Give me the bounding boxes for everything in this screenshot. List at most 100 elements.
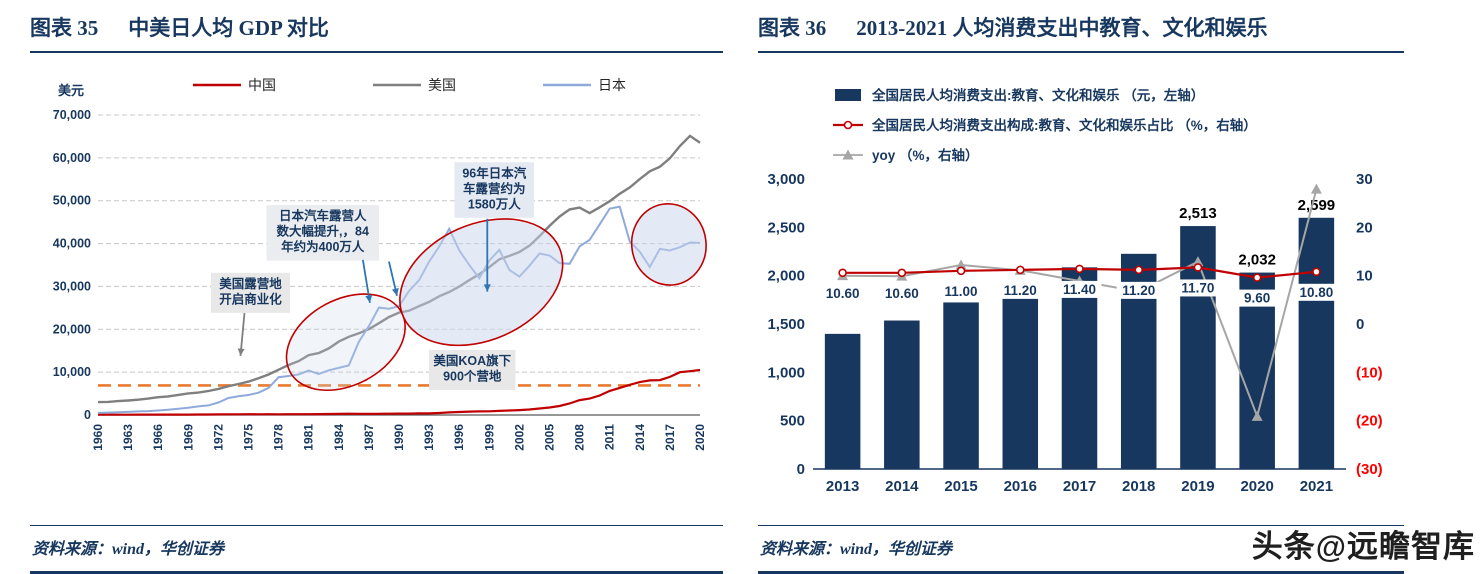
legend-label: 日本	[598, 77, 626, 93]
expenditure-bar	[943, 302, 979, 469]
annotation-text: 数大幅提升,，84	[276, 224, 369, 239]
x-axis-tick-label: 1993	[422, 424, 436, 451]
legend-bar-swatch	[835, 89, 861, 101]
yoy-triangle-marker	[1192, 256, 1204, 267]
y-axis-tick-label: 70,000	[53, 108, 91, 122]
y-axis-tick-label: 0	[84, 408, 91, 422]
x-axis-tick-label: 1963	[121, 424, 135, 451]
x-axis-tick-label: 1972	[211, 424, 225, 451]
left-axis-tick-label: 1,500	[767, 316, 805, 333]
x-axis-tick-label: 2019	[1181, 478, 1214, 495]
annotation-arrow-head	[391, 288, 399, 296]
legend-label: 全国居民人均消费支出构成:教育、文化和娱乐占比 （%，右轴）	[871, 117, 1257, 133]
ratio-circle-marker	[1015, 265, 1025, 275]
right-axis-tick-label: (10)	[1356, 364, 1383, 381]
ratio-circle-marker	[1252, 273, 1262, 282]
ratio-label-box	[1294, 283, 1339, 301]
left-axis-tick-label: 2,500	[767, 219, 805, 236]
gdp-series-line	[97, 134, 701, 404]
annotation-text: 900个营地	[443, 369, 502, 384]
ratio-circle-marker	[1075, 264, 1084, 274]
x-axis-tick-label: 2014	[633, 424, 647, 451]
figure-36-footer: 资料来源：wind，华创证券	[758, 525, 1404, 574]
right-axis-tick-label: 10	[1356, 268, 1373, 285]
bar-value-label: 2,032	[1238, 252, 1276, 269]
expenditure-bar	[1298, 217, 1335, 469]
left-axis-tick-label: 500	[780, 413, 805, 430]
x-axis-tick-label: 1999	[482, 424, 496, 451]
left-axis-tick-label: 2,000	[767, 268, 805, 285]
figure-35-title-bar: 图表 35 中美日人均 GDP 对比	[30, 12, 723, 53]
x-axis-tick-label: 2016	[1004, 478, 1037, 495]
ratio-value-label: 11.70	[1181, 280, 1214, 295]
ratio-circle-marker	[1312, 267, 1321, 277]
figure-36-panel: 图表 36 2013-2021 人均消费支出中教育、文化和娱乐 全国居民人均消费…	[758, 12, 1404, 574]
y-axis-tick-label: 10,000	[53, 365, 91, 379]
annotation-text: 1580万人	[468, 196, 521, 211]
x-axis-tick-label: 1978	[272, 424, 286, 451]
bar-value-label: 2,599	[1298, 197, 1336, 214]
figure-35-source-text: 资料来源：wind，华创证券	[32, 541, 225, 558]
expenditure-bar	[1002, 283, 1039, 469]
legend-label: 全国居民人均消费支出:教育、文化和娱乐 （元，左轴）	[871, 87, 1204, 103]
y-axis-tick-label: 60,000	[53, 151, 91, 165]
x-axis-tick-label: 2017	[1063, 478, 1096, 495]
annotation-text: 美国露营地	[219, 276, 282, 291]
x-axis-tick-label: 1969	[181, 424, 195, 451]
annotation-text: 年约为400万人	[281, 239, 365, 254]
x-axis-tick-label: 2017	[663, 424, 677, 451]
gdp-series-line	[97, 368, 701, 416]
ratio-label-box	[879, 284, 924, 302]
ratio-value-label: 11.20	[1122, 283, 1155, 298]
expenditure-bar	[1061, 267, 1098, 469]
x-axis-tick-label: 2014	[885, 478, 919, 495]
figure-36-source-text: 资料来源：wind，华创证券	[760, 541, 953, 558]
x-axis-tick-label: 2020	[693, 424, 707, 451]
legend-label: 美国	[428, 77, 456, 93]
annotation-arrow-head	[237, 348, 245, 356]
x-axis-tick-label: 1960	[91, 424, 105, 451]
watermark: 头条@远瞻智库	[1251, 529, 1475, 564]
annotation-box	[266, 205, 379, 261]
ratio-value-label: 10.60	[826, 286, 860, 301]
x-axis-tick-label: 2018	[1122, 478, 1155, 495]
ratio-label-box	[820, 284, 865, 302]
legend-triangle-marker	[842, 149, 854, 160]
ratio-label-box	[1116, 281, 1161, 299]
bar-value-label: 2,513	[1179, 205, 1217, 222]
highlight-ellipse	[285, 293, 406, 392]
y-axis-unit-label: 美元	[58, 83, 84, 98]
annotation-text: 日本汽车露营人	[279, 208, 367, 223]
ratio-circle-marker	[956, 266, 966, 276]
x-axis-tick-label: 1981	[302, 424, 316, 451]
y-axis-tick-label: 30,000	[53, 279, 91, 293]
annotation-text: 开启商业化	[219, 291, 282, 306]
consumption-bar-line-chart: 全国居民人均消费支出:教育、文化和娱乐 （元，左轴） 全国居民人均消费支出构成:教…	[767, 87, 1383, 495]
annotation-box	[429, 350, 516, 390]
x-axis-tick-label: 1990	[392, 424, 406, 451]
annotation-text: 美国KOA旗下	[433, 353, 511, 368]
ratio-value-label: 11.00	[945, 284, 978, 299]
x-axis-tick-label: 2002	[512, 424, 526, 451]
gdp-series-line	[97, 205, 701, 414]
legend-label: yoy （%，右轴）	[872, 147, 979, 163]
annotation-box	[454, 162, 535, 218]
right-axis-tick-label: 30	[1356, 171, 1373, 188]
annotation-arrow	[361, 259, 371, 303]
right-axis-tick-label: 0	[1356, 316, 1364, 333]
x-axis-tick-label: 1966	[151, 424, 165, 451]
expenditure-bar	[884, 320, 920, 469]
ratio-value-label: 11.20	[1004, 283, 1037, 298]
x-axis-tick-label: 2013	[826, 478, 859, 495]
figure-35-label: 图表 35	[30, 16, 99, 40]
highlight-ellipse	[630, 202, 707, 286]
right-axis-tick-label: 20	[1356, 219, 1373, 236]
yoy-triangle-marker	[1251, 410, 1263, 421]
x-axis-tick-label: 2021	[1300, 478, 1333, 495]
left-axis-tick-label: 3,000	[767, 171, 805, 188]
x-axis-tick-label: 1975	[242, 424, 256, 451]
left-axis-tick-label: 1,000	[767, 364, 805, 381]
yoy-triangle-marker	[955, 259, 967, 270]
x-axis-tick-label: 2015	[944, 478, 977, 495]
figure-36-heading: 2013-2021 人均消费支出中教育、文化和娱乐	[856, 16, 1268, 40]
